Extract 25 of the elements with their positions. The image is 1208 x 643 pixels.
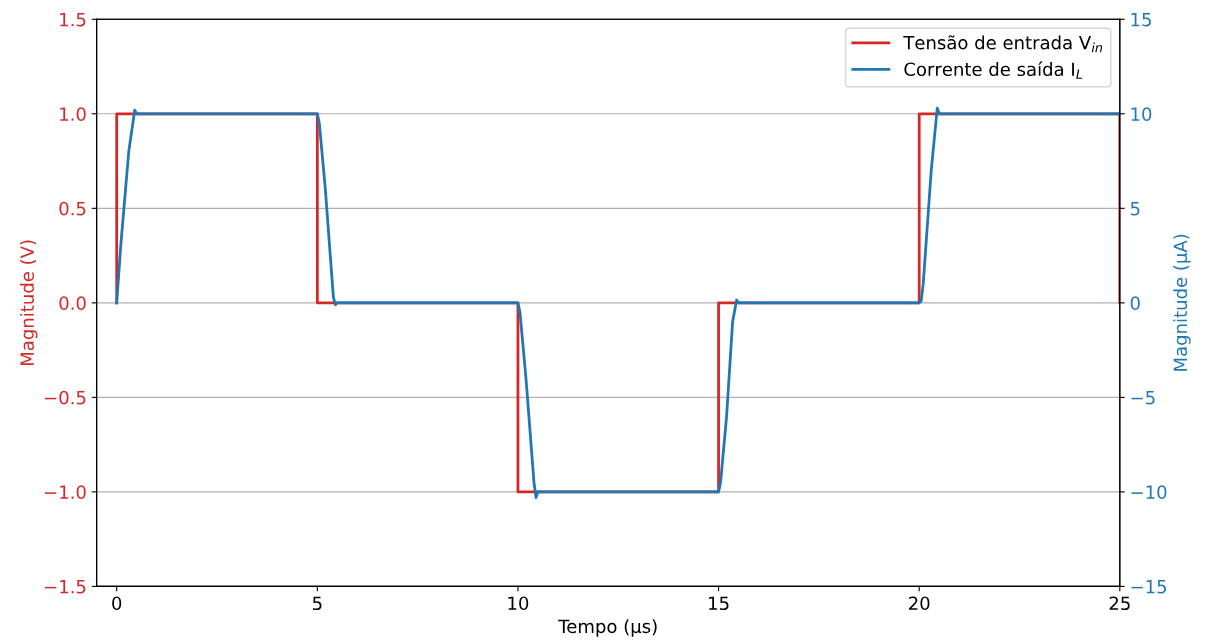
x-tick-label: 10 <box>508 596 529 611</box>
x-tick-label: 25 <box>1109 596 1130 611</box>
legend-label: Tensão de entrada V$_{in}$ <box>903 35 1103 53</box>
x-tick-label: 15 <box>709 596 729 611</box>
y-tick-label: 1.5 <box>60 12 86 27</box>
y-tick-label: −0.5 <box>44 390 86 405</box>
y2-tick-label: 15 <box>1131 12 1151 27</box>
x-tick-label: 20 <box>909 596 930 611</box>
y-axis-title: Magnitude (V) <box>20 240 38 365</box>
y-tick-label: 1.0 <box>60 107 86 121</box>
x-tick-label: 5 <box>312 596 322 611</box>
y2-tick-label: −10 <box>1131 485 1167 500</box>
legend-label: Corrente de saída I$_{L}$ <box>904 61 1083 79</box>
x-axis-title: Tempo (µs) <box>558 619 657 637</box>
y-tick-label: −1.5 <box>44 580 86 594</box>
y-tick-label: 0.5 <box>59 201 86 216</box>
y2-tick-label: −5 <box>1131 391 1155 405</box>
y2-tick-label: 10 <box>1131 107 1152 121</box>
y2-tick-label: 5 <box>1130 202 1140 216</box>
y-tick-label: 0.0 <box>59 296 86 310</box>
y2-tick-label: 0 <box>1130 296 1140 310</box>
x-tick-label: 0 <box>112 596 122 611</box>
y2-axis-title: Magnitude (µA) <box>1173 234 1191 371</box>
y-tick-label: −1.0 <box>44 485 86 500</box>
y2-tick-label: −15 <box>1131 580 1167 594</box>
